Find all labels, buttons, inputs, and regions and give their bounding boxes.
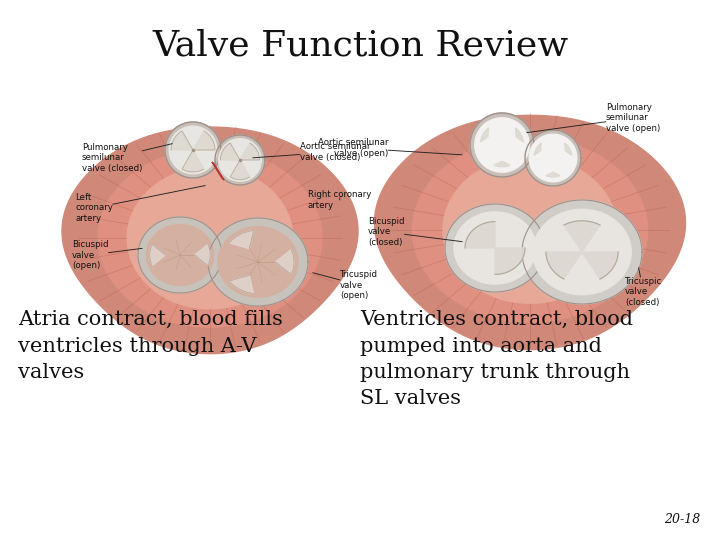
Text: Ventricles contract, blood
pumped into aorta and
pulmonary trunk through
SL valv: Ventricles contract, blood pumped into a… [360,310,633,408]
Polygon shape [276,249,294,274]
Polygon shape [474,118,529,172]
Polygon shape [215,135,265,185]
Polygon shape [445,204,545,292]
Polygon shape [229,275,253,293]
Polygon shape [546,172,560,177]
Polygon shape [516,128,523,142]
Polygon shape [230,160,250,179]
Polygon shape [194,244,210,266]
Polygon shape [219,139,261,181]
Polygon shape [374,116,685,349]
Polygon shape [564,221,600,252]
Polygon shape [212,162,224,180]
Polygon shape [98,148,322,327]
Polygon shape [454,212,536,284]
Text: Aortic semilunar
valve (open): Aortic semilunar valve (open) [318,138,462,158]
Text: Bicuspid
valve
(open): Bicuspid valve (open) [72,240,143,270]
Text: Pulmonary
semilunar
valve (closed): Pulmonary semilunar valve (closed) [82,143,172,173]
Polygon shape [495,248,525,274]
Polygon shape [193,131,215,150]
Polygon shape [220,143,240,160]
Text: Tricuspic
valve
(closed): Tricuspic valve (closed) [625,268,662,307]
Polygon shape [533,210,631,295]
Polygon shape [582,252,618,279]
Text: Right coronary
artery: Right coronary artery [308,190,372,210]
Text: Bicuspid
valve
(closed): Bicuspid valve (closed) [368,217,462,247]
Text: Left
coronary
artery: Left coronary artery [75,186,205,223]
Text: Pulmonary
semilunar
valve (open): Pulmonary semilunar valve (open) [527,103,660,133]
Polygon shape [165,122,221,178]
Polygon shape [169,126,217,174]
Polygon shape [443,157,617,303]
Polygon shape [240,143,259,160]
Polygon shape [494,161,510,167]
Text: Tricuspid
valve
(open): Tricuspid valve (open) [312,270,378,300]
Polygon shape [534,143,541,156]
Polygon shape [127,167,293,309]
Polygon shape [138,217,222,293]
Polygon shape [465,221,495,248]
Polygon shape [480,128,489,142]
Polygon shape [150,244,166,266]
Polygon shape [413,138,647,322]
Polygon shape [229,231,253,248]
Text: Valve Function Review: Valve Function Review [152,28,568,62]
Text: Atria contract, blood fills
ventricles through A-V
valves: Atria contract, blood fills ventricles t… [18,310,283,382]
Polygon shape [171,131,193,150]
Polygon shape [146,225,214,286]
Text: 20-18: 20-18 [664,513,700,526]
Polygon shape [62,127,358,354]
Polygon shape [522,200,642,304]
Polygon shape [529,134,577,182]
Polygon shape [564,143,572,156]
Polygon shape [470,113,534,177]
Polygon shape [218,227,298,297]
Polygon shape [208,218,308,306]
Polygon shape [546,252,582,279]
Polygon shape [182,150,204,172]
Text: Aortic semilunar
valve (closed): Aortic semilunar valve (closed) [253,143,371,161]
Polygon shape [525,130,581,186]
